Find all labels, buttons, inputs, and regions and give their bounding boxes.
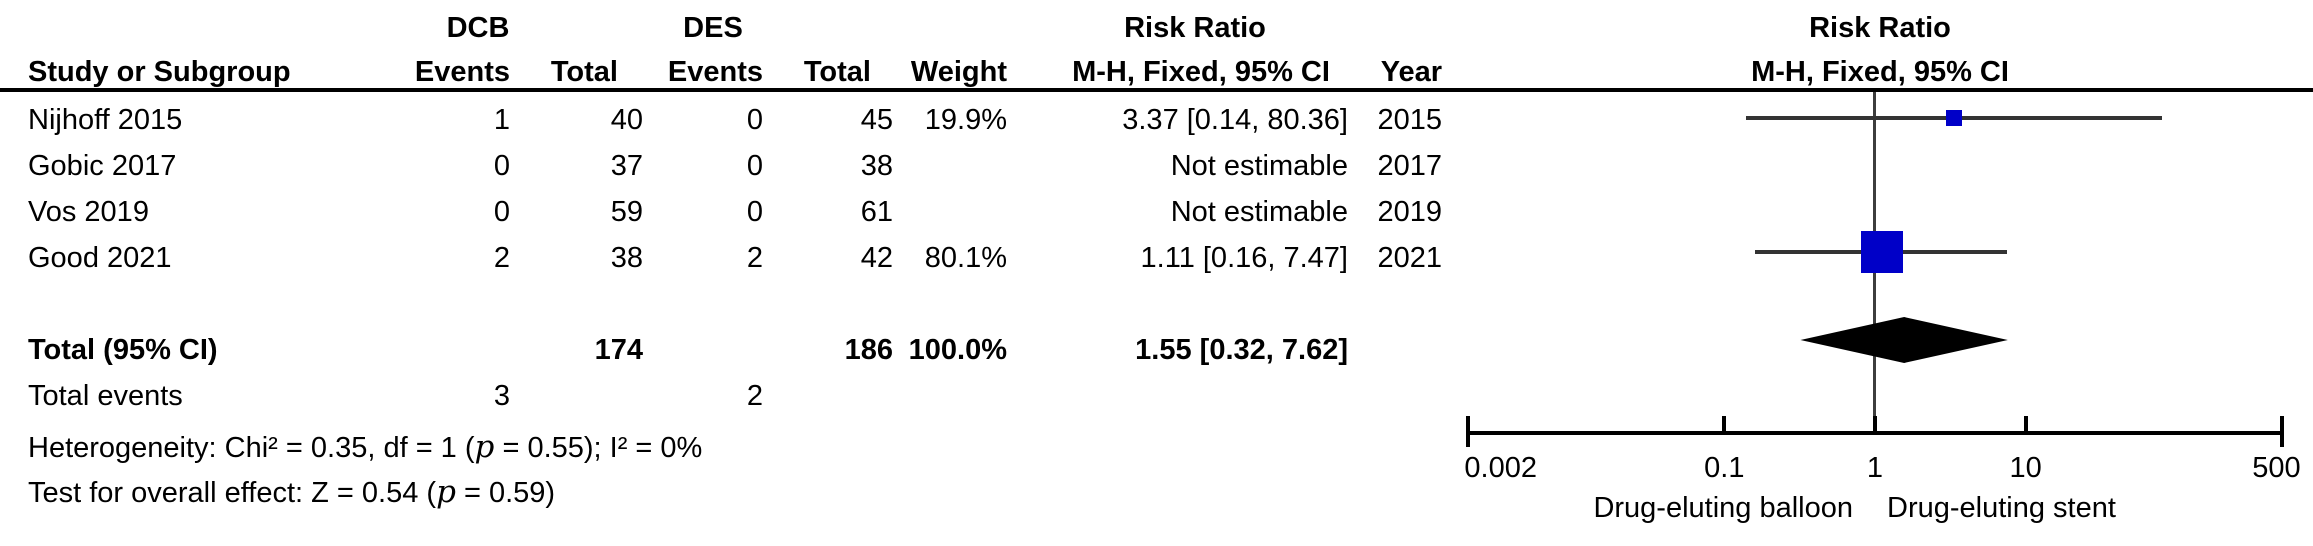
overall-effect-line: Test for overall effect: Z = 0.54 (p = 0… xyxy=(28,476,555,510)
axis-tick xyxy=(2023,416,2028,433)
axis-tick xyxy=(1873,416,1877,433)
study-label: Gobic 2017 xyxy=(28,150,177,182)
axis-tick-label: 1 xyxy=(1866,452,1884,484)
col-header-year: Year xyxy=(1380,56,1442,88)
axis-tick xyxy=(2279,416,2284,447)
study-label: Good 2021 xyxy=(28,242,172,274)
effect-square xyxy=(1860,231,1903,273)
axis-tick xyxy=(1466,416,1471,447)
dcb-total: 40 xyxy=(610,104,643,136)
dcb-events: 0 xyxy=(493,150,510,182)
col-header-mh-ci-right: M-H, Fixed, 95% CI xyxy=(1751,56,2009,88)
effect-square xyxy=(1946,110,1963,126)
col-header-dcb-events: Events xyxy=(414,56,510,88)
p-symbol: p xyxy=(474,429,495,465)
total-events-dcb: 3 xyxy=(493,380,510,412)
heterogeneity-line: Heterogeneity: Chi² = 0.35, df = 1 (p = … xyxy=(28,431,702,465)
des-total: 61 xyxy=(860,196,893,228)
dcb-events: 1 xyxy=(493,104,510,136)
axis-tick xyxy=(1722,416,1727,433)
axis-tick-label: 0.1 xyxy=(1704,452,1745,484)
risk-ratio-header-left: Risk Ratio xyxy=(1124,12,1266,44)
rr-ci-text: Not estimable xyxy=(1170,196,1348,228)
study-label: Vos 2019 xyxy=(28,196,149,228)
p-symbol: p xyxy=(436,474,456,510)
axis-tick-label: 500 xyxy=(2252,452,2301,484)
des-events: 0 xyxy=(746,150,763,182)
risk-ratio-header-right: Risk Ratio xyxy=(1809,12,1951,44)
axis-left-label: Drug-eluting balloon xyxy=(1593,492,1853,524)
col-header-study: Study or Subgroup xyxy=(28,56,291,88)
study-label: Nijhoff 2015 xyxy=(28,104,183,136)
col-header-dcb-total: Total xyxy=(550,56,618,88)
total-dcb-n: 174 xyxy=(594,334,643,366)
axis-tick-label: 0.002 xyxy=(1464,452,1537,484)
total-diamond xyxy=(1800,317,2008,363)
des-events: 0 xyxy=(746,104,763,136)
year-value: 2015 xyxy=(1377,104,1442,136)
rr-ci-text: 3.37 [0.14, 80.36] xyxy=(1122,104,1348,136)
overall-effect-text-end: = 0.59) xyxy=(455,477,556,509)
rr-ci-text: Not estimable xyxy=(1170,150,1348,182)
rr-ci-text: 1.11 [0.16, 7.47] xyxy=(1140,242,1348,274)
heterogeneity-text-end: = 0.55); I² = 0% xyxy=(494,432,703,464)
des-total: 45 xyxy=(860,104,893,136)
total-events-label: Total events xyxy=(28,380,183,412)
year-value: 2021 xyxy=(1377,242,1442,274)
x-axis-line xyxy=(1468,431,2282,435)
col-header-mh-ci-left: M-H, Fixed, 95% CI xyxy=(1072,56,1330,88)
total-label: Total (95% CI) xyxy=(28,334,218,366)
des-events: 0 xyxy=(746,196,763,228)
year-value: 2017 xyxy=(1377,150,1442,182)
dcb-total: 38 xyxy=(610,242,643,274)
dcb-events: 2 xyxy=(493,242,510,274)
overall-effect-text: Test for overall effect: Z = 0.54 ( xyxy=(28,477,437,509)
col-header-des-events: Events xyxy=(667,56,763,88)
weight-value: 19.9% xyxy=(924,104,1007,136)
group-header-dcb: DCB xyxy=(446,12,510,44)
dcb-total: 59 xyxy=(610,196,643,228)
heterogeneity-text: Heterogeneity: Chi² = 0.35, df = 1 ( xyxy=(28,432,475,464)
total-events-des: 2 xyxy=(746,380,763,412)
total-rr-ci: 1.55 [0.32, 7.62] xyxy=(1135,334,1348,366)
des-total: 38 xyxy=(860,150,893,182)
total-des-n: 186 xyxy=(844,334,893,366)
col-header-weight: Weight xyxy=(910,56,1007,88)
col-header-des-total: Total xyxy=(803,56,871,88)
weight-value: 80.1% xyxy=(924,242,1007,274)
des-events: 2 xyxy=(746,242,763,274)
axis-tick-label: 10 xyxy=(2009,452,2042,484)
year-value: 2019 xyxy=(1377,196,1442,228)
total-weight: 100.0% xyxy=(908,334,1007,366)
des-total: 42 xyxy=(860,242,893,274)
group-header-des: DES xyxy=(683,12,743,44)
axis-right-label: Drug-eluting stent xyxy=(1887,492,2116,524)
dcb-total: 37 xyxy=(610,150,643,182)
header-rule xyxy=(0,88,2313,92)
dcb-events: 0 xyxy=(493,196,510,228)
